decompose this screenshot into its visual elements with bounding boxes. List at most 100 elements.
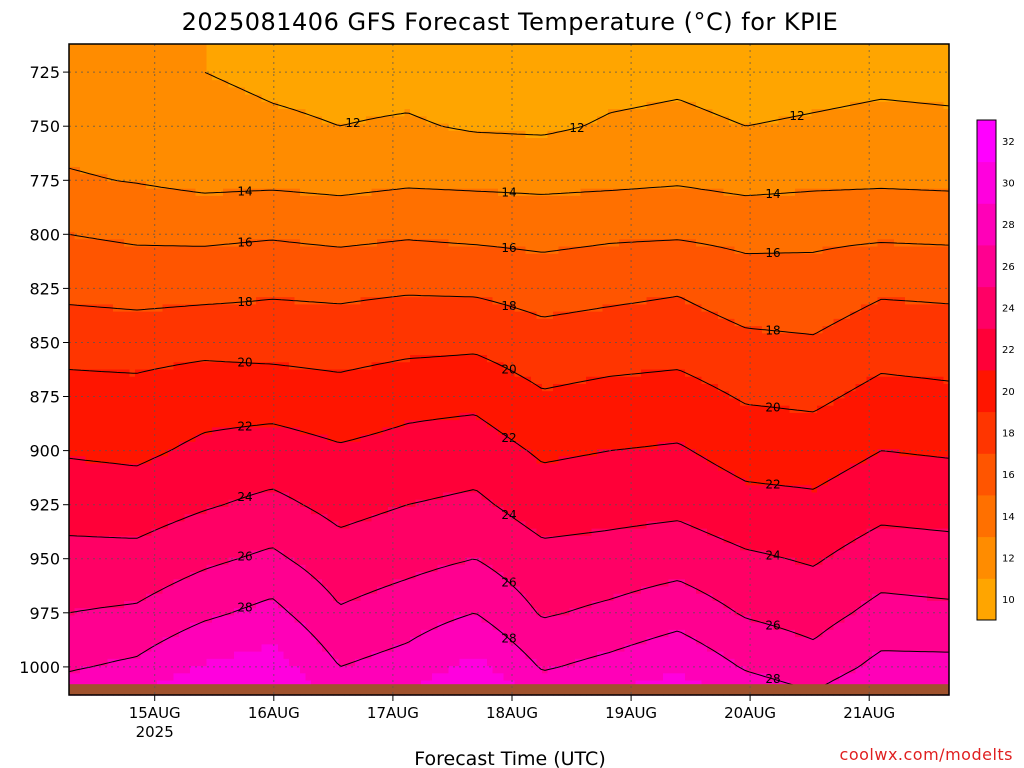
temperature-band	[487, 622, 494, 667]
temperature-band	[685, 44, 692, 103]
temperature-band	[679, 369, 686, 443]
temperature-band	[861, 304, 868, 385]
contour-labels-14: 14 14 14	[237, 184, 780, 201]
temperature-band	[657, 441, 664, 522]
temperature-band	[542, 138, 549, 197]
temperature-strip	[729, 44, 736, 696]
temperature-band	[344, 441, 351, 530]
temperature-band	[393, 579, 400, 645]
temperature-band	[569, 246, 576, 313]
contour-label: 20	[237, 356, 252, 370]
temperature-band	[256, 550, 263, 602]
temperature-band	[311, 246, 318, 305]
temperature-band	[866, 658, 873, 696]
temperature-band	[613, 246, 620, 305]
temperature-band	[239, 608, 246, 653]
temperature-band	[256, 492, 263, 551]
temperature-band	[619, 651, 626, 689]
temperature-band	[674, 579, 681, 631]
temperature-strip	[503, 44, 510, 696]
temperature-band	[718, 470, 725, 537]
temperature-band	[393, 644, 400, 696]
temperature-band	[613, 449, 620, 530]
temperature-strip	[778, 44, 785, 696]
contour-label: 12	[569, 121, 584, 135]
temperature-strip	[547, 44, 554, 696]
temperature-strip	[740, 44, 747, 696]
temperature-band	[663, 44, 670, 103]
temperature-band	[333, 195, 340, 248]
temperature-band	[657, 369, 664, 443]
temperature-band	[278, 362, 285, 428]
temperature-band	[239, 427, 246, 501]
contour-label: 16	[765, 246, 780, 260]
temperature-band	[305, 506, 312, 573]
temperature-band	[426, 499, 433, 573]
temperature-band	[833, 478, 840, 551]
temperature-band	[355, 441, 362, 522]
temperature-band	[806, 637, 813, 689]
temperature-strip	[322, 44, 329, 696]
temperature-band	[481, 246, 488, 298]
temperature-band	[806, 188, 813, 255]
temperature-band	[201, 246, 208, 305]
temperature-band	[938, 44, 945, 103]
temperature-band	[877, 651, 884, 696]
temperature-band	[289, 666, 296, 696]
temperature-band	[223, 615, 230, 660]
temperature-band	[652, 521, 659, 588]
temperature-band	[767, 44, 774, 125]
temperature-band	[327, 123, 334, 197]
temperature-band	[316, 644, 323, 689]
temperature-band	[74, 44, 81, 168]
temperature-band	[245, 651, 252, 689]
temperature-band	[85, 608, 92, 667]
temperature-band	[619, 449, 626, 530]
temperature-band	[553, 383, 560, 465]
temperature-band	[113, 658, 120, 696]
temperature-band	[404, 109, 411, 190]
temperature-band	[146, 535, 153, 595]
temperature-band	[745, 195, 752, 255]
temperature-strip	[817, 44, 824, 696]
temperature-band	[916, 304, 923, 378]
temperature-band	[267, 427, 274, 494]
temperature-band	[443, 123, 450, 190]
temperature-band	[410, 116, 417, 190]
temperature-band	[327, 369, 334, 443]
temperature-band	[426, 239, 433, 298]
temperature-band	[168, 369, 175, 450]
temperature-band	[586, 246, 593, 313]
temperature-band	[366, 521, 373, 595]
temperature-band	[641, 109, 648, 190]
temperature-band	[448, 666, 455, 696]
temperature-band	[388, 586, 395, 653]
temperature-band	[371, 116, 378, 190]
temperature-band	[476, 420, 483, 494]
temperature-band	[316, 304, 323, 371]
temperature-band	[448, 564, 455, 624]
temperature-band	[327, 521, 334, 595]
temperature-band	[113, 463, 120, 537]
temperature-strip	[91, 44, 98, 696]
temperature-band	[250, 550, 257, 609]
temperature-band	[437, 622, 444, 674]
temperature-band	[745, 615, 752, 674]
temperature-band	[883, 297, 890, 378]
temperature-band	[382, 44, 389, 117]
temperature-band	[872, 528, 879, 595]
temperature-band	[641, 188, 648, 240]
temperature-band	[360, 658, 367, 696]
temperature-strip	[481, 44, 488, 696]
temperature-band	[349, 369, 356, 443]
temperature-band	[454, 615, 461, 667]
temperature-band	[932, 651, 939, 696]
temperature-band	[289, 615, 296, 667]
temperature-band	[899, 101, 906, 190]
temperature-band	[624, 239, 631, 305]
temperature-band	[817, 485, 824, 566]
temperature-strip	[382, 44, 389, 696]
temperature-band	[421, 188, 428, 240]
temperature-band	[129, 376, 136, 465]
temperature-band	[217, 506, 224, 566]
